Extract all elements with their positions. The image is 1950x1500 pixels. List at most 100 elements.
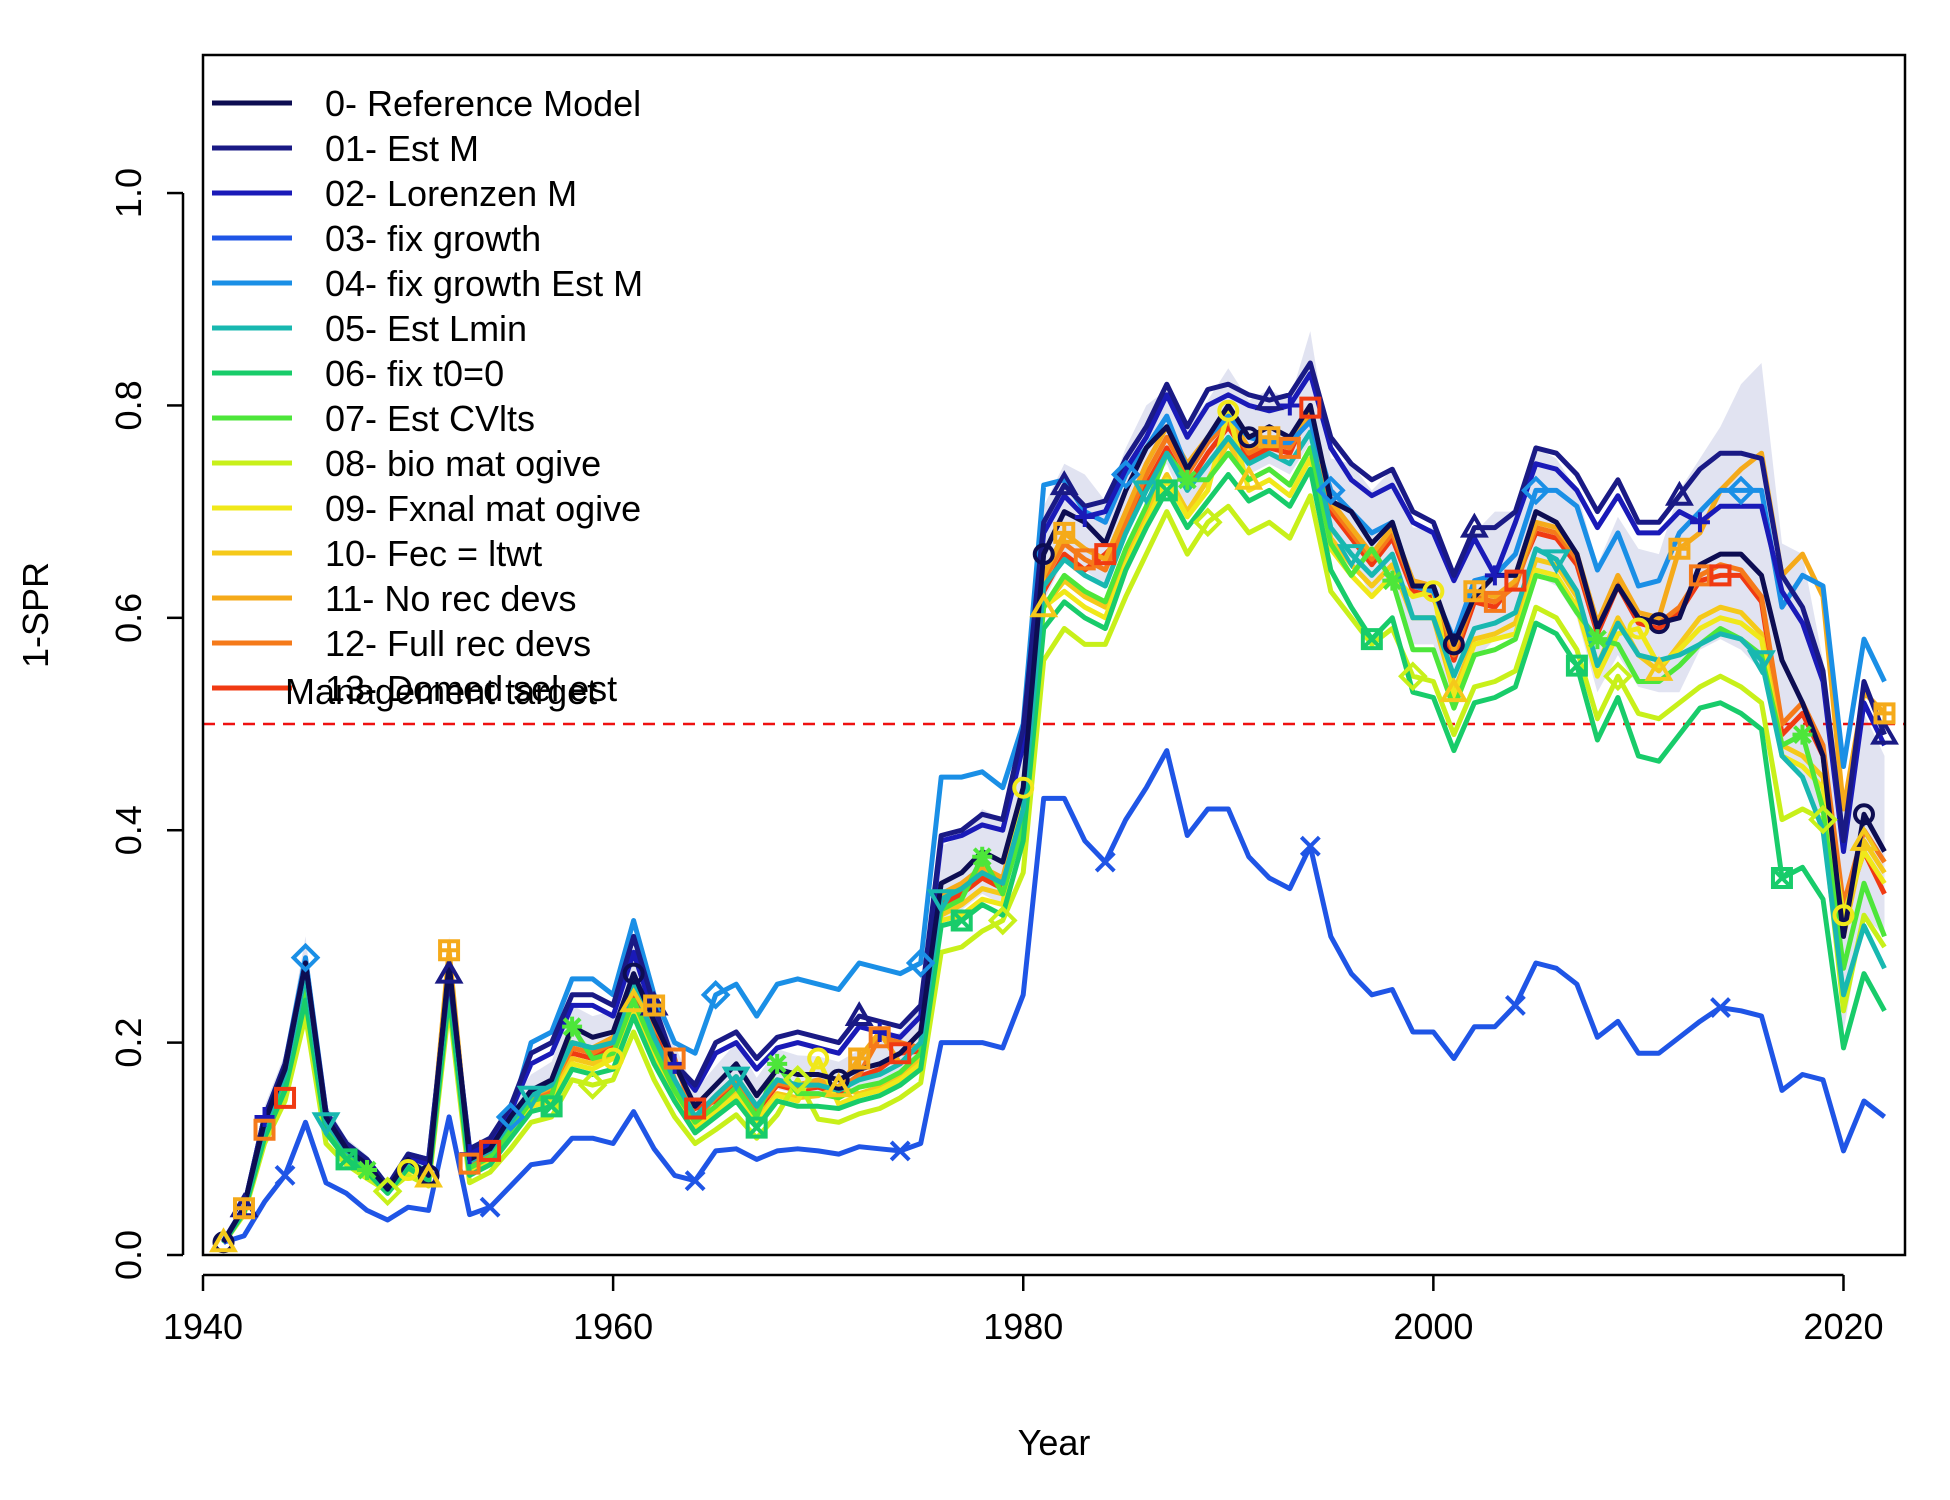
legend-item-1: 01- Est M bbox=[212, 128, 479, 169]
y-tick-label-5: 1.0 bbox=[108, 168, 149, 218]
marker-8-1959 bbox=[577, 1070, 608, 1100]
marker-4-1945 bbox=[290, 942, 321, 973]
marker-8-1999 bbox=[1398, 661, 1428, 692]
marker-7-1988 bbox=[1177, 469, 1198, 490]
marker-10-1941 bbox=[209, 1227, 238, 1253]
marker-0-1961 bbox=[622, 962, 645, 985]
series-markers-4 bbox=[290, 459, 1756, 1132]
marker-2-1943 bbox=[254, 1106, 275, 1127]
marker-7-1968 bbox=[767, 1053, 788, 1074]
marker-12-1963 bbox=[663, 1047, 686, 1070]
marker-5-2016 bbox=[1746, 650, 1776, 676]
marker-6-1967 bbox=[745, 1116, 768, 1139]
marker-12-1973 bbox=[868, 1026, 891, 1049]
legend-item-8: 08- bio mat ogive bbox=[212, 443, 601, 484]
marker-4-1975 bbox=[905, 948, 936, 978]
marker-9-1950 bbox=[397, 1159, 420, 1182]
x-tick-label-2000: 2000 bbox=[1393, 1306, 1473, 1347]
marker-4-1965 bbox=[700, 979, 731, 1010]
y-tick-label-3: 0.6 bbox=[108, 593, 149, 643]
marker-11-2012 bbox=[1668, 537, 1691, 560]
marker-10-1981 bbox=[1029, 592, 1059, 618]
marker-2-2003 bbox=[1484, 565, 1505, 586]
marker-8-1949 bbox=[372, 1176, 403, 1207]
marker-9-2000 bbox=[1422, 580, 1445, 603]
marker-13-2004 bbox=[1504, 569, 1527, 592]
marker-10-2021 bbox=[1849, 825, 1879, 851]
marker-1-1952 bbox=[434, 958, 464, 984]
marker-0-1991 bbox=[1237, 426, 1260, 449]
marker-3-1994 bbox=[1299, 835, 1321, 857]
marker-3-1964 bbox=[684, 1170, 706, 1192]
marker-11-2022 bbox=[1873, 702, 1896, 725]
marker-2-1983 bbox=[1074, 506, 1095, 527]
marker-5-1956 bbox=[516, 1085, 546, 1111]
marker-7-1948 bbox=[357, 1160, 378, 1181]
legend-item-2: 02- Lorenzen M bbox=[212, 173, 577, 214]
marker-6-2007 bbox=[1565, 654, 1588, 677]
marker-13-1974 bbox=[889, 1042, 912, 1065]
marker-8-1979 bbox=[987, 905, 1018, 936]
series-markers-12 bbox=[253, 436, 1711, 1175]
marker-5-1996 bbox=[1336, 544, 1366, 570]
marker-9-1990 bbox=[1217, 399, 1240, 422]
reference-line-label: Management target bbox=[285, 671, 597, 712]
marker-13-2014 bbox=[1709, 564, 1732, 587]
marker-6-1977 bbox=[950, 909, 973, 932]
marker-0-1981 bbox=[1032, 543, 1055, 566]
marker-1-2022 bbox=[1870, 719, 1899, 745]
marker-3-2014 bbox=[1710, 997, 1731, 1018]
marker-7-2018 bbox=[1792, 724, 1813, 745]
marker-3-1954 bbox=[479, 1196, 501, 1218]
marker-10-2001 bbox=[1439, 677, 1469, 703]
marker-9-1970 bbox=[807, 1047, 830, 1070]
marker-12-2003 bbox=[1483, 590, 1506, 613]
marker-7-2008 bbox=[1587, 629, 1608, 650]
marker-5-1986 bbox=[1131, 480, 1161, 506]
legend-label-1: 01- Est M bbox=[325, 128, 479, 169]
marker-12-2013 bbox=[1688, 564, 1711, 587]
marker-11-1972 bbox=[848, 1047, 871, 1070]
marker-7-1998 bbox=[1382, 570, 1403, 591]
marker-4-2005 bbox=[1521, 475, 1551, 506]
marker-3-2004 bbox=[1504, 995, 1526, 1016]
y-tick-label-2: 0.4 bbox=[108, 805, 149, 855]
legend-label-0: 0- Reference Model bbox=[325, 83, 641, 124]
plot-frame bbox=[201, 53, 1907, 1257]
legend-label-3: 03- fix growth bbox=[325, 218, 541, 259]
marker-1-2012 bbox=[1664, 480, 1694, 506]
marker-4-1955 bbox=[495, 1102, 526, 1132]
legend-label-7: 07- Est CVlts bbox=[325, 398, 535, 439]
y-axis: 0.0 0.2 0.4 0.6 0.8 1.0 bbox=[108, 168, 185, 1280]
marker-0-2011 bbox=[1647, 612, 1670, 635]
marker-4-2015 bbox=[1726, 475, 1756, 506]
legend-label-13: 13- Domed sel est bbox=[325, 668, 617, 709]
legend-item-0: 0- Reference Model bbox=[212, 83, 641, 124]
marker-4-1985 bbox=[1110, 459, 1141, 490]
marker-11-1992 bbox=[1258, 426, 1281, 449]
marker-8-2019 bbox=[1808, 804, 1838, 835]
marker-2-1993 bbox=[1279, 395, 1300, 416]
marker-12-1993 bbox=[1278, 436, 1301, 459]
legend-label-11: 11- No rec devs bbox=[325, 578, 576, 619]
marker-7-1978 bbox=[972, 846, 993, 867]
marker-6-1997 bbox=[1360, 628, 1383, 651]
series-line-1 bbox=[221, 360, 1887, 1243]
marker-3-1944 bbox=[274, 1164, 296, 1186]
marker-3-1974 bbox=[889, 1140, 911, 1162]
series-markers-11 bbox=[233, 426, 1896, 1220]
x-tick-label-2020: 2020 bbox=[1803, 1306, 1883, 1347]
marker-1-2002 bbox=[1459, 512, 1489, 538]
marker-8-1969 bbox=[782, 1064, 813, 1095]
marker-13-1944 bbox=[274, 1086, 297, 1109]
legend-label-9: 09- Fxnal mat ogive bbox=[325, 488, 641, 529]
legend-label-2: 02- Lorenzen M bbox=[325, 173, 577, 214]
legend-item-4: 04- fix growth Est M bbox=[212, 263, 643, 304]
legend-label-5: 05- Est Lmin bbox=[325, 308, 527, 349]
marker-13-1984 bbox=[1094, 543, 1117, 566]
marker-0-2001 bbox=[1442, 633, 1465, 656]
legend-item-7: 07- Est CVlts bbox=[212, 398, 535, 439]
marker-10-1971 bbox=[824, 1072, 854, 1098]
